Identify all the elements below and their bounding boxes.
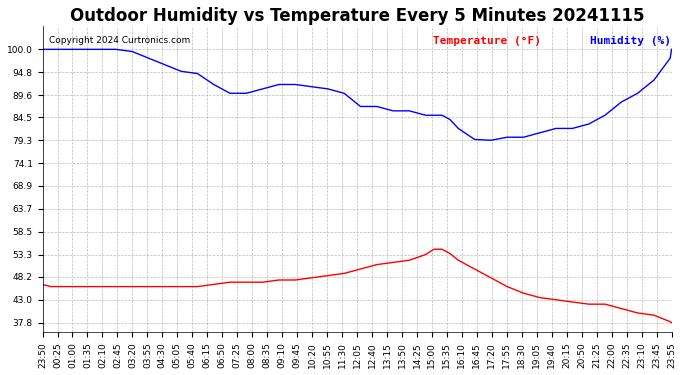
Text: Humidity (%): Humidity (%) xyxy=(590,36,671,46)
Title: Outdoor Humidity vs Temperature Every 5 Minutes 20241115: Outdoor Humidity vs Temperature Every 5 … xyxy=(70,7,644,25)
Text: Copyright 2024 Curtronics.com: Copyright 2024 Curtronics.com xyxy=(49,36,190,45)
Text: Temperature (°F): Temperature (°F) xyxy=(433,36,540,46)
